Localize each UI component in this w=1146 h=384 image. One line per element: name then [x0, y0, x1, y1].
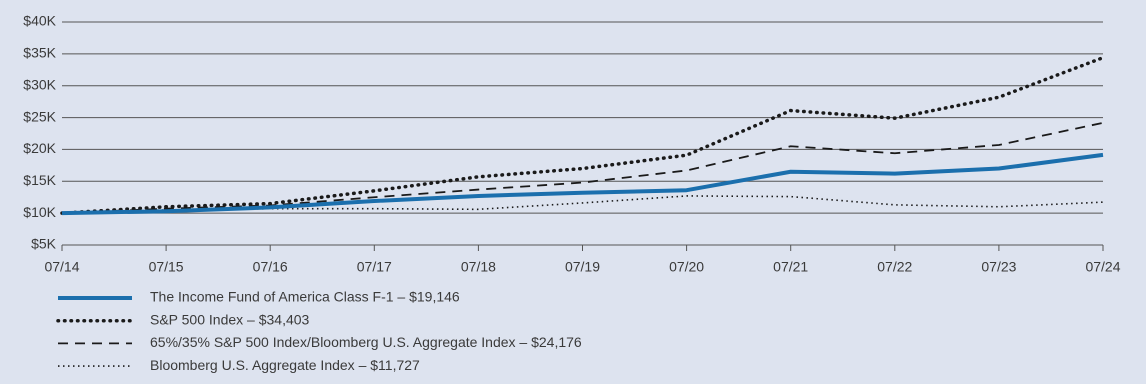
x-tick-label: 07/16: [253, 259, 288, 275]
series-line: [60, 55, 1105, 215]
legend-label: 65%/35% S&P 500 Index/Bloomberg U.S. Agg…: [150, 334, 582, 350]
x-tick-label: 07/14: [44, 259, 79, 275]
x-tick-label: 07/19: [565, 259, 600, 275]
x-tick-label: 07/24: [1085, 259, 1120, 275]
x-tick-label: 07/20: [669, 259, 704, 275]
series-line: [61, 121, 1104, 215]
x-tick-label: 07/17: [357, 259, 392, 275]
y-tick-label: $5K: [31, 236, 57, 252]
y-tick-label: $15K: [23, 172, 56, 188]
legend-label: S&P 500 Index – $34,403: [150, 311, 310, 327]
legend-label: The Income Fund of America Class F-1 – $…: [150, 289, 460, 305]
series-line: [61, 152, 1104, 216]
x-tick-label: 07/23: [981, 259, 1016, 275]
series-line: [61, 195, 1104, 214]
x-tick-label: 07/18: [461, 259, 496, 275]
y-tick-label: $40K: [23, 13, 56, 29]
x-tick-label: 07/22: [877, 259, 912, 275]
y-tick-label: $30K: [23, 76, 56, 92]
x-tick-label: 07/21: [773, 259, 808, 275]
x-tick-label: 07/15: [149, 259, 184, 275]
y-tick-label: $25K: [23, 108, 56, 124]
y-tick-label: $35K: [23, 45, 56, 61]
y-tick-label: $20K: [23, 140, 56, 156]
legend-label: Bloomberg U.S. Aggregate Index – $11,727: [150, 357, 420, 373]
y-tick-label: $10K: [23, 204, 56, 220]
